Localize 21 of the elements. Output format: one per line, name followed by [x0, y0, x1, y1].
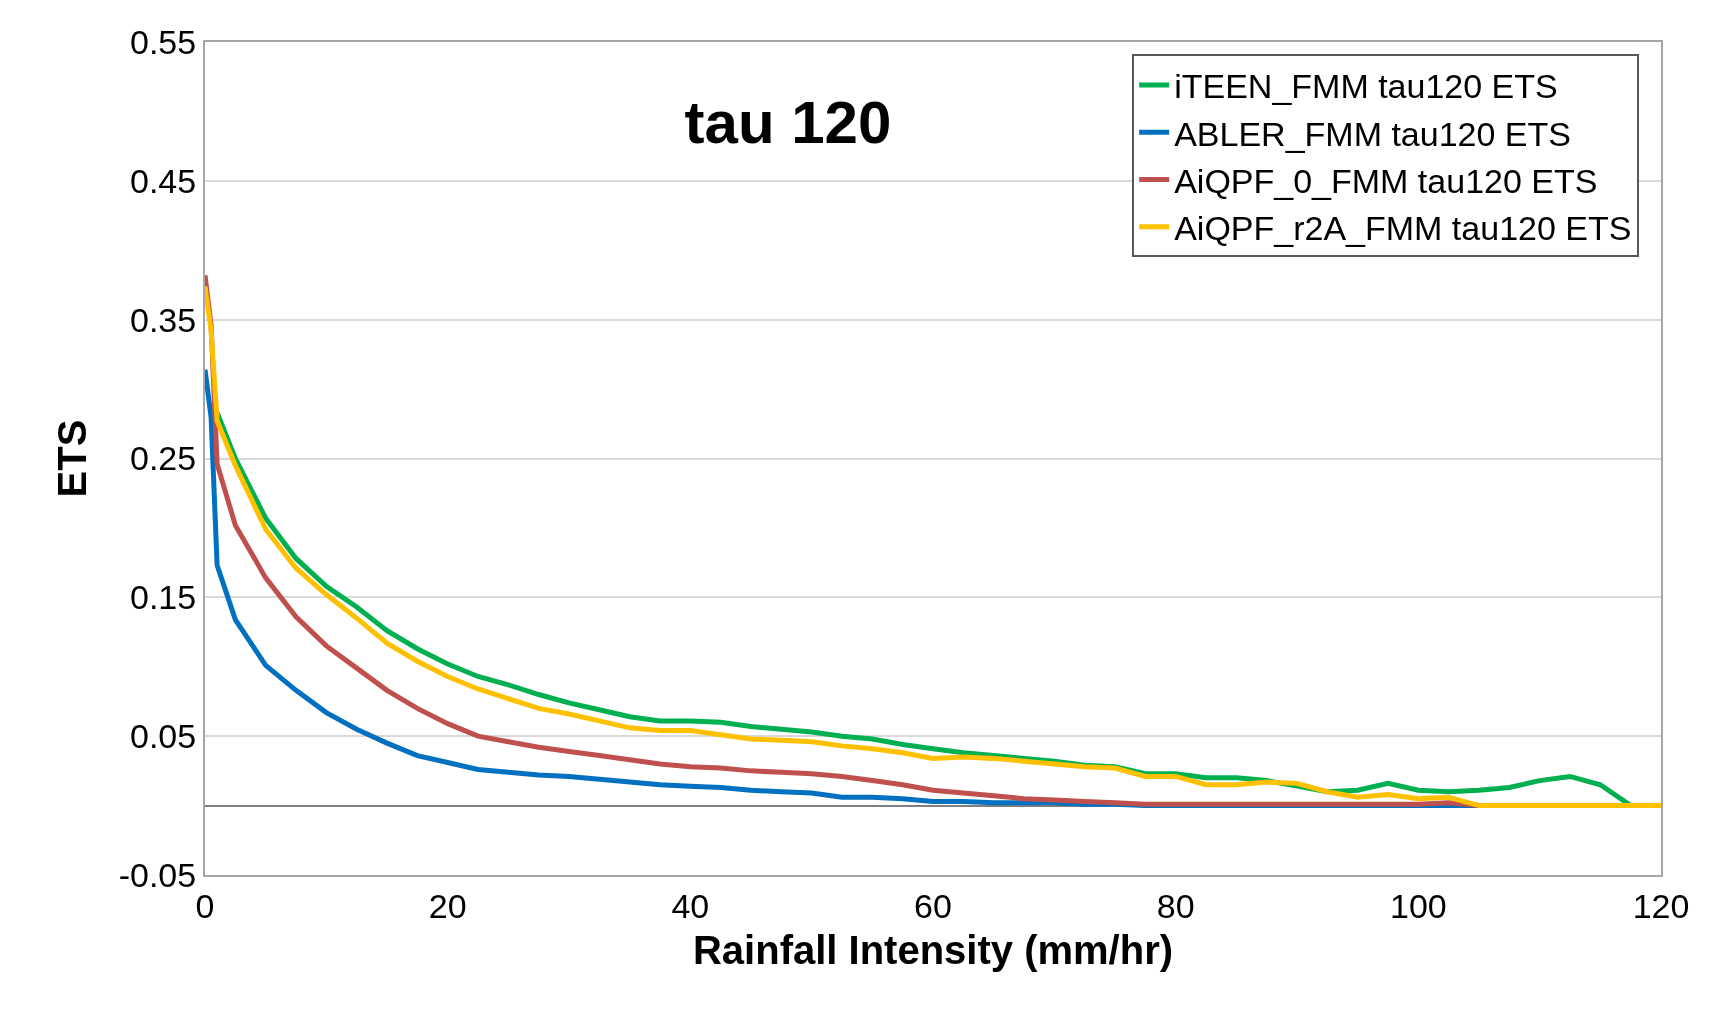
text: tau 120: [684, 89, 892, 157]
y-tick-label: -0.05: [118, 855, 197, 894]
y-axis-title: ETS: [49, 419, 94, 498]
y-tick-label: 0.35: [130, 300, 197, 339]
x-tick-label: 60: [914, 886, 952, 925]
x-tick-label: 120: [1632, 886, 1690, 925]
y-tick-label: 0.05: [130, 717, 197, 756]
legend-label: AiQPF_0_FMM tau120 ETS: [1174, 161, 1598, 200]
y-tick-label: 0.25: [130, 439, 197, 478]
legend-label: iTEEN_FMM tau120 ETS: [1174, 67, 1558, 106]
y-tick-label: 0.45: [130, 161, 197, 200]
y-tick-label: 0.55: [130, 22, 197, 61]
x-tick-label: 40: [671, 886, 710, 925]
x-axis-title: Rainfall Intensity (mm/hr): [692, 927, 1174, 972]
x-tick-label: 20: [428, 886, 467, 925]
y-tick-label: 0.15: [130, 578, 197, 617]
x-tick-label: 0: [195, 886, 215, 925]
x-tick-label: 80: [1156, 886, 1195, 925]
x-tick-label: 100: [1389, 886, 1447, 925]
legend-label: AiQPF_r2A_FMM tau120 ETS: [1174, 208, 1632, 247]
legend-label: ABLER_FMM tau120 ETS: [1174, 114, 1571, 153]
